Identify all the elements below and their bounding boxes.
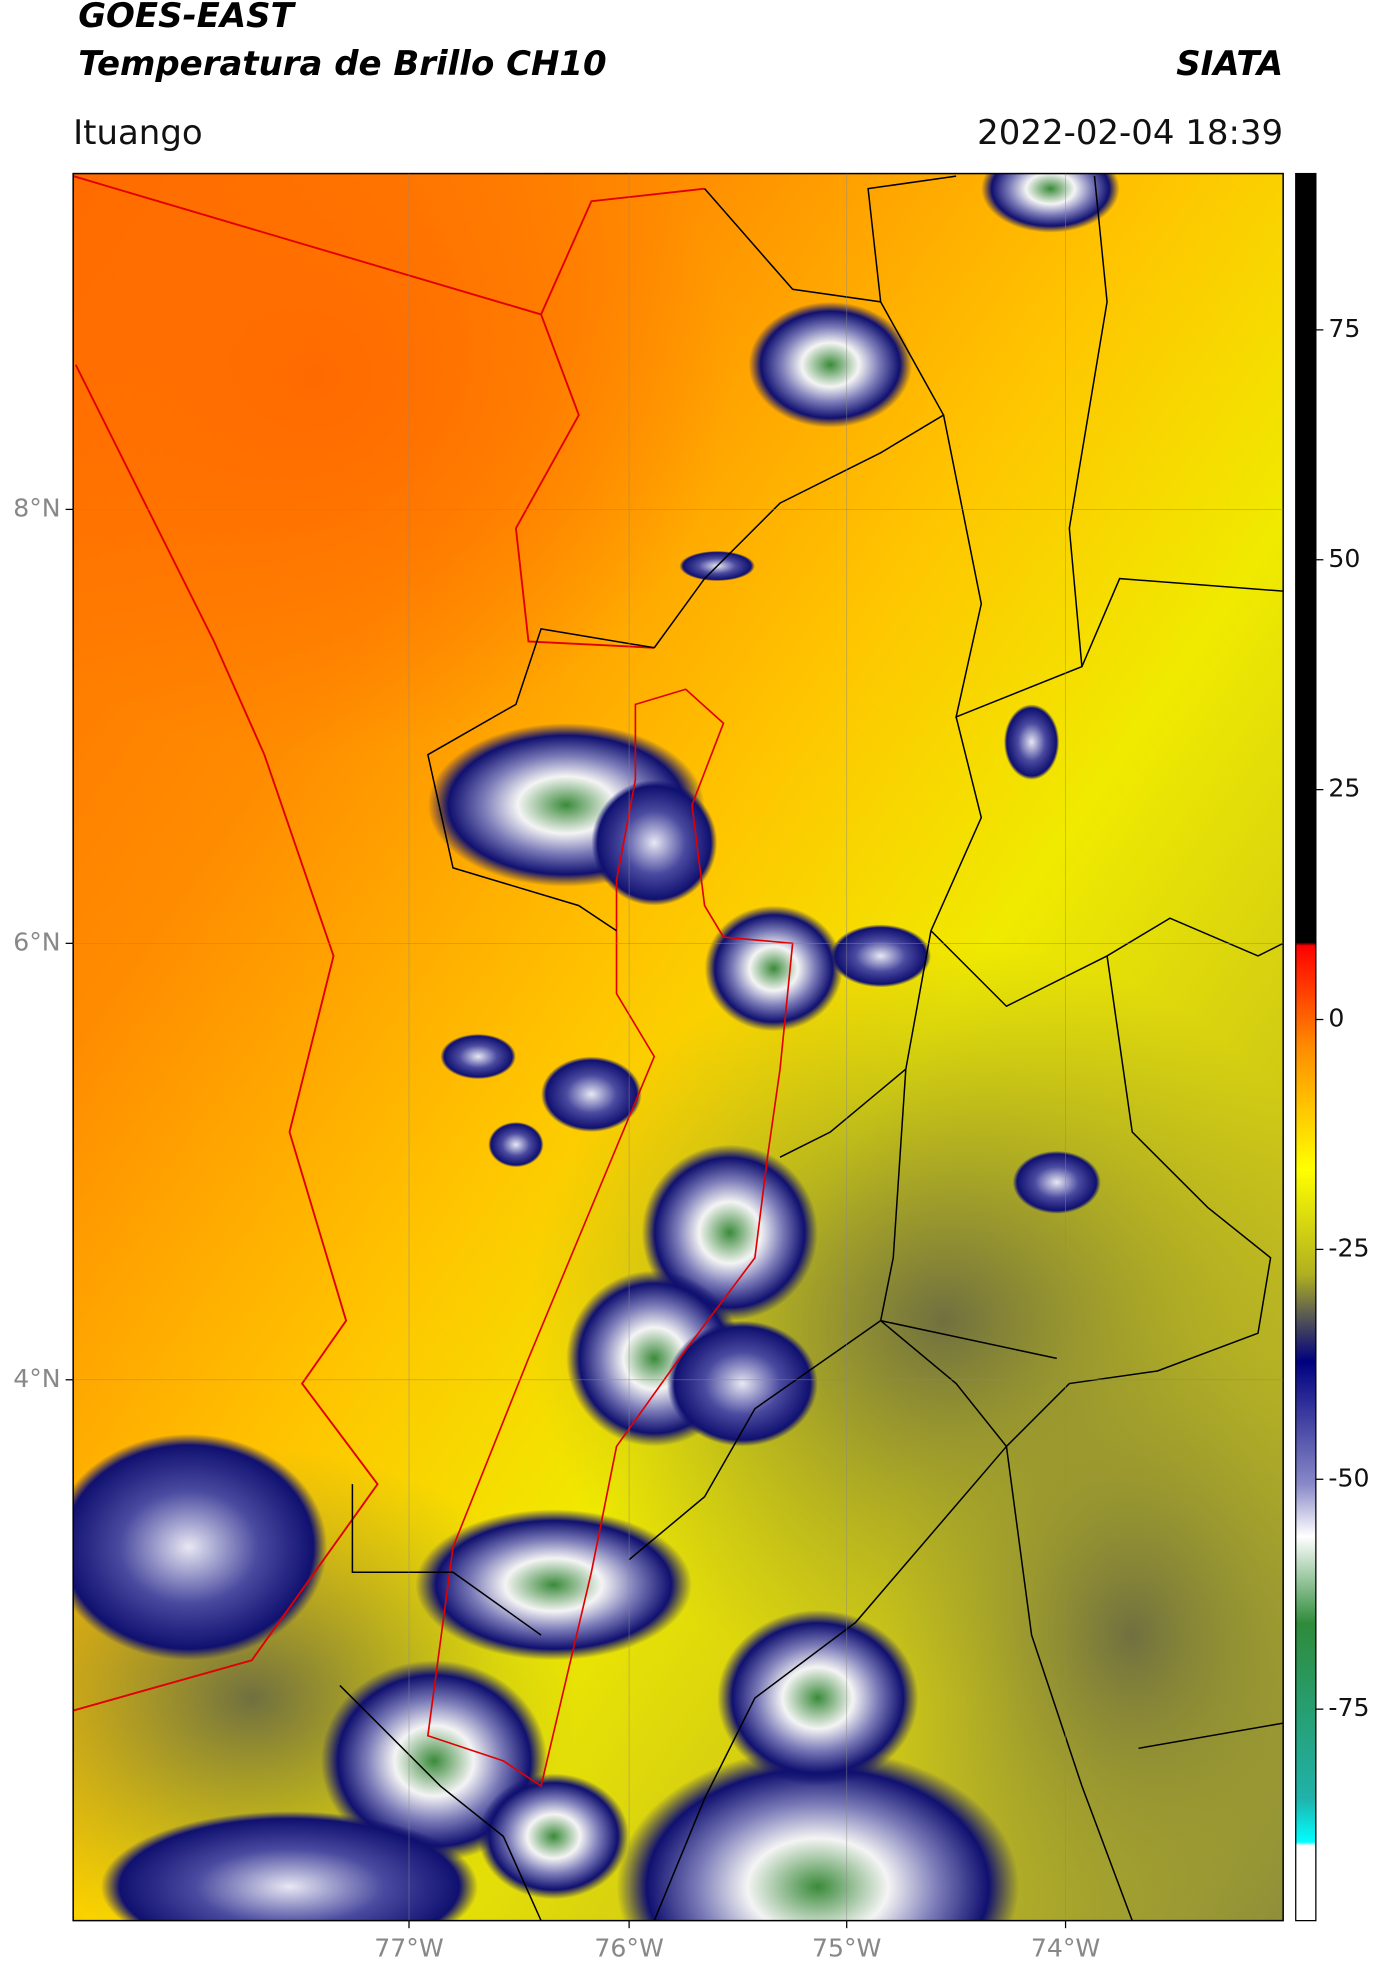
- colorbar-tick-label: 75: [1328, 314, 1360, 343]
- source: SIATA: [1176, 44, 1283, 84]
- subtitle: Temperatura de Brillo CH10: [78, 44, 606, 84]
- colorbar-tick-label: 50: [1328, 544, 1360, 573]
- lat-label: 6°N: [13, 927, 60, 956]
- colorbar-tick-label: -75: [1328, 1693, 1369, 1722]
- datetime: 2022-02-04 18:39: [977, 113, 1283, 153]
- colorbar-tick-label: -50: [1328, 1463, 1369, 1492]
- lon-label: 74°W: [1031, 1934, 1101, 1963]
- title: GOES-EAST: [78, 0, 296, 36]
- lat-label: 4°N: [13, 1364, 60, 1393]
- colorbar-tick-label: 0: [1328, 1004, 1344, 1033]
- map-frame: [72, 172, 1284, 1922]
- lon-label: 77°W: [374, 1934, 444, 1963]
- lon-label: 76°W: [594, 1934, 664, 1963]
- colorbar: [1295, 172, 1317, 1922]
- location: Ituango: [73, 113, 203, 153]
- colorbar-tick-label: -25: [1328, 1233, 1369, 1262]
- lat-label: 8°N: [13, 493, 60, 522]
- colorbar-tick-label: 25: [1328, 774, 1360, 803]
- lon-label: 75°W: [812, 1934, 882, 1963]
